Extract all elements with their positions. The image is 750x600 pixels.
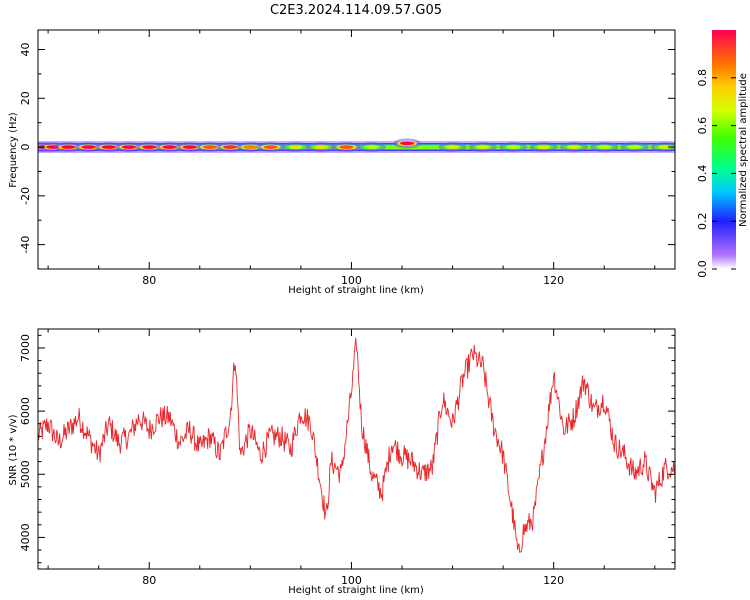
spectrogram-peak-core xyxy=(445,145,460,149)
spectrogram-panel: 80 100 120 -40 -20 0 20 40 Height of straight l… xyxy=(8,29,676,296)
spectrogram-peak-core xyxy=(81,145,96,149)
spectrogram-peak xyxy=(307,142,336,153)
spectrogram-peak xyxy=(74,142,103,153)
spectrogram-y-tick-label: 0 xyxy=(19,144,32,151)
spectrogram-y-tick-label: 20 xyxy=(19,91,32,105)
snr-y-tick-label: 5000 xyxy=(19,460,32,488)
spectrogram-peak-core xyxy=(288,145,303,149)
colorbar-tick-label: 0.0 xyxy=(696,260,709,278)
snr-x-tick-label: 120 xyxy=(543,574,564,587)
spectrogram-peak xyxy=(94,142,123,153)
spectrogram-peak-core xyxy=(142,145,157,149)
spectrogram-y-tick-label: 40 xyxy=(19,43,32,57)
spectrogram-peak xyxy=(620,142,649,153)
spectrogram-peak-core xyxy=(61,145,76,149)
spectrogram-peak xyxy=(499,142,528,153)
spectrogram-x-tick-label: 120 xyxy=(543,274,564,287)
colorbar-tick-label: 0.8 xyxy=(696,69,709,87)
spectrogram-peak-core xyxy=(314,145,329,149)
spectrogram-peak xyxy=(281,142,310,153)
spectrogram-peak-core xyxy=(566,145,581,149)
spectrogram-y-tick-label: -20 xyxy=(19,187,32,205)
snr-y-tick-label: 7000 xyxy=(19,334,32,362)
snr-ticks: 80 100 120 4000 5000 6000 7000 xyxy=(19,329,675,587)
chart-title: C2E3.2024.114.09.57.G05 xyxy=(270,3,442,18)
spectrogram-peak xyxy=(155,142,184,153)
spectrogram-peak xyxy=(256,142,285,153)
spectrogram-peak-core xyxy=(536,145,551,149)
snr-panel: 80 100 120 4000 5000 6000 7000 Height of strai… xyxy=(8,328,676,596)
colorbar-tick-label: 0.2 xyxy=(696,212,709,230)
spectrogram-peak xyxy=(195,142,224,153)
spectrogram-x-axis-label: Height of straight line (km) xyxy=(288,285,424,296)
spectrogram-peak-core xyxy=(223,145,238,149)
spectrogram-peak xyxy=(590,142,619,153)
spectrogram-peak-core xyxy=(182,145,197,149)
spectrogram-peak-core xyxy=(122,145,136,149)
spectrogram-frame xyxy=(37,29,676,270)
spectrogram-peak-core xyxy=(339,145,354,149)
spectrogram-peak xyxy=(529,142,558,153)
spectrogram-peak-core xyxy=(400,141,415,146)
snr-series-line xyxy=(38,337,675,553)
spectrogram-peak-core xyxy=(627,145,642,149)
snr-y-tick-label: 6000 xyxy=(19,397,32,425)
spectrogram-peak xyxy=(54,142,83,153)
snr-x-tick-label: 80 xyxy=(142,574,156,587)
spectrogram-heatmap xyxy=(38,138,675,154)
snr-plot-area xyxy=(38,329,675,569)
snr-x-axis-label: Height of straight line (km) xyxy=(288,585,424,596)
spectrogram-x-tick-label: 100 xyxy=(341,274,362,287)
spectrogram-x-tick-label: 80 xyxy=(142,274,156,287)
spectrogram-peak xyxy=(357,142,386,153)
spectrogram-y-axis-label: Frequency (Hz) xyxy=(8,112,19,188)
spectrogram-peak xyxy=(135,142,164,153)
colorbar-tick-label: 0.4 xyxy=(696,165,709,183)
snr-line-layer xyxy=(38,337,675,553)
colorbar: 0.0 0.2 0.4 0.6 0.8 Normalized spectral ampl… xyxy=(696,30,749,278)
colorbar-tick-label: 0.6 xyxy=(696,117,709,135)
spectrogram-ticks: 80 100 120 -40 -20 0 20 40 xyxy=(19,30,675,287)
spectrogram-peak-core xyxy=(202,145,217,149)
spectrogram-peak-core xyxy=(263,145,278,149)
spectrogram-peak-core xyxy=(657,145,672,149)
spectrogram-peak-core xyxy=(506,145,521,149)
spectrogram-y-tick-label: -40 xyxy=(19,236,32,254)
spectrogram-peak xyxy=(236,142,265,153)
spectrogram-peak xyxy=(216,142,245,153)
spectrogram-peak xyxy=(559,142,588,153)
spectrogram-peak-core xyxy=(243,145,258,149)
spectrogram-peak-core xyxy=(101,145,116,149)
spectrogram-peak-core xyxy=(364,145,379,149)
spectrogram-peak xyxy=(393,138,422,149)
spectrogram-peak-core xyxy=(475,145,490,149)
snr-frame xyxy=(37,328,676,570)
colorbar-gradient xyxy=(712,30,736,269)
spectrogram-peak xyxy=(468,142,497,153)
colorbar-label: Normalized spectral amplitude xyxy=(738,73,749,227)
spectrogram-peak xyxy=(115,142,143,153)
spectrogram-peak xyxy=(438,142,467,153)
colorbar-ticks: 0.0 0.2 0.4 0.6 0.8 xyxy=(696,69,736,278)
spectrogram-peak xyxy=(650,142,675,153)
spectrogram-peak-core xyxy=(162,145,177,149)
snr-x-tick-label: 100 xyxy=(341,574,362,587)
snr-y-tick-label: 4000 xyxy=(19,523,32,551)
spectrogram-peak xyxy=(175,142,204,153)
spectrogram-peak-core xyxy=(597,145,612,149)
spectrogram-peak xyxy=(332,142,361,153)
snr-y-axis-label: SNR (10 * v/v) xyxy=(8,414,19,485)
